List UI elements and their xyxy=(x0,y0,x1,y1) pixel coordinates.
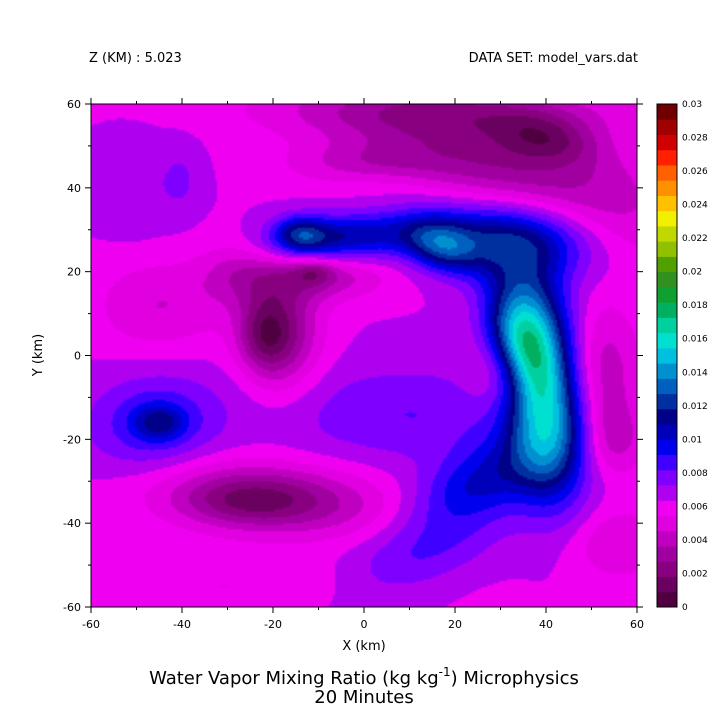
colorbar-swatch xyxy=(657,195,677,212)
colorbar-frame xyxy=(656,103,678,608)
y-tick-label: -60 xyxy=(63,601,81,614)
colorbar-tick-label: 0.026 xyxy=(682,167,708,177)
colorbar-swatch xyxy=(657,225,677,242)
colorbar-tick-label: 0.018 xyxy=(682,301,708,311)
colorbar-swatch xyxy=(657,302,677,318)
colorbar-swatch xyxy=(657,515,677,532)
colorbar-tick-label: 0.028 xyxy=(682,134,708,144)
x-tick-label: -60 xyxy=(82,618,100,631)
colorbar-tick-label: 0.004 xyxy=(682,536,708,546)
colorbar-swatch xyxy=(657,393,677,410)
colorbar-tick-label: 0.016 xyxy=(682,335,708,345)
dataset-label: DATA SET: model_vars.dat xyxy=(469,51,638,66)
colorbar-swatch xyxy=(657,271,677,288)
colorbar-swatch xyxy=(657,241,677,257)
colorbar-swatch xyxy=(657,576,677,593)
colorbar-tick-label: 0.02 xyxy=(682,268,702,278)
colorbar-swatch xyxy=(657,347,677,364)
colorbar-swatch xyxy=(657,561,677,578)
colorbar-tick-label: 0.008 xyxy=(682,469,708,479)
colorbar-tick-label: 0.03 xyxy=(682,100,702,110)
colorbar-tick-label: 0.002 xyxy=(682,569,708,579)
y-tick-label: 40 xyxy=(67,182,81,195)
colorbar-tick-label: 0.012 xyxy=(682,402,708,412)
colorbar-swatch xyxy=(657,530,677,547)
x-axis-label: X (km) xyxy=(342,639,385,654)
colorbar-swatch xyxy=(657,317,677,334)
colorbar-swatch xyxy=(657,104,677,120)
x-tick-label: 60 xyxy=(630,618,644,631)
colorbar-swatch xyxy=(657,119,677,135)
colorbar-swatch xyxy=(657,149,677,166)
y-tick-label: 0 xyxy=(74,350,81,363)
colorbar-swatch xyxy=(657,469,677,486)
colorbar-swatch xyxy=(657,164,677,181)
colorbar-swatch xyxy=(657,134,677,151)
y-tick-label: -40 xyxy=(63,517,81,530)
contour-field xyxy=(91,104,637,607)
colorbar-swatch xyxy=(657,363,677,379)
colorbar-swatch xyxy=(657,439,677,456)
colorbar-swatch xyxy=(657,210,677,227)
colorbar-swatch xyxy=(657,408,677,425)
colorbar-tick-label: 0.014 xyxy=(682,368,708,378)
x-tick-label: 20 xyxy=(448,618,462,631)
colorbar-swatch xyxy=(657,454,677,471)
x-tick-label: -20 xyxy=(264,618,282,631)
colorbar-swatch xyxy=(657,378,677,395)
x-tick-label: 0 xyxy=(361,618,368,631)
colorbar-tick-label: 0.022 xyxy=(682,234,708,244)
y-tick-label: 20 xyxy=(67,266,81,279)
y-tick-label: 60 xyxy=(67,98,81,111)
colorbar-tick-label: 0.01 xyxy=(682,435,702,445)
colorbar-swatch xyxy=(657,286,677,303)
y-tick-label: -20 xyxy=(63,433,81,446)
x-tick-label: -40 xyxy=(173,618,191,631)
colorbar-tick-label: 0.006 xyxy=(682,502,708,512)
colorbar: 0 0.002 0.004 0.006 0.008 0.01 0.012 0.014 0.016… xyxy=(656,100,708,613)
chart-title-line2: 20 Minutes xyxy=(314,687,413,708)
colorbar-tick-label: 0.024 xyxy=(682,201,708,211)
colorbar-swatch xyxy=(657,591,677,608)
z-level-label: Z (KM) : 5.023 xyxy=(89,51,182,66)
plot-area xyxy=(90,103,638,608)
colorbar-swatch xyxy=(657,546,677,562)
colorbar-swatch xyxy=(657,256,677,273)
colorbar-swatch xyxy=(657,485,677,501)
y-axis-label: Y (km) xyxy=(31,334,46,377)
chart-title-line1: Water Vapor Mixing Ratio (kg kg-1) Micro… xyxy=(149,665,579,689)
colorbar-swatch xyxy=(657,332,677,349)
x-ticks: -60 -40 -20 0 20 40 60 xyxy=(82,98,644,631)
colorbar-swatch xyxy=(657,500,677,517)
colorbar-tick-label: 0 xyxy=(682,603,688,613)
y-ticks: -60 -40 -20 0 20 40 60 xyxy=(63,98,643,614)
colorbar-swatch xyxy=(657,424,677,440)
colorbar-swatch xyxy=(657,180,677,196)
x-tick-label: 40 xyxy=(539,618,553,631)
